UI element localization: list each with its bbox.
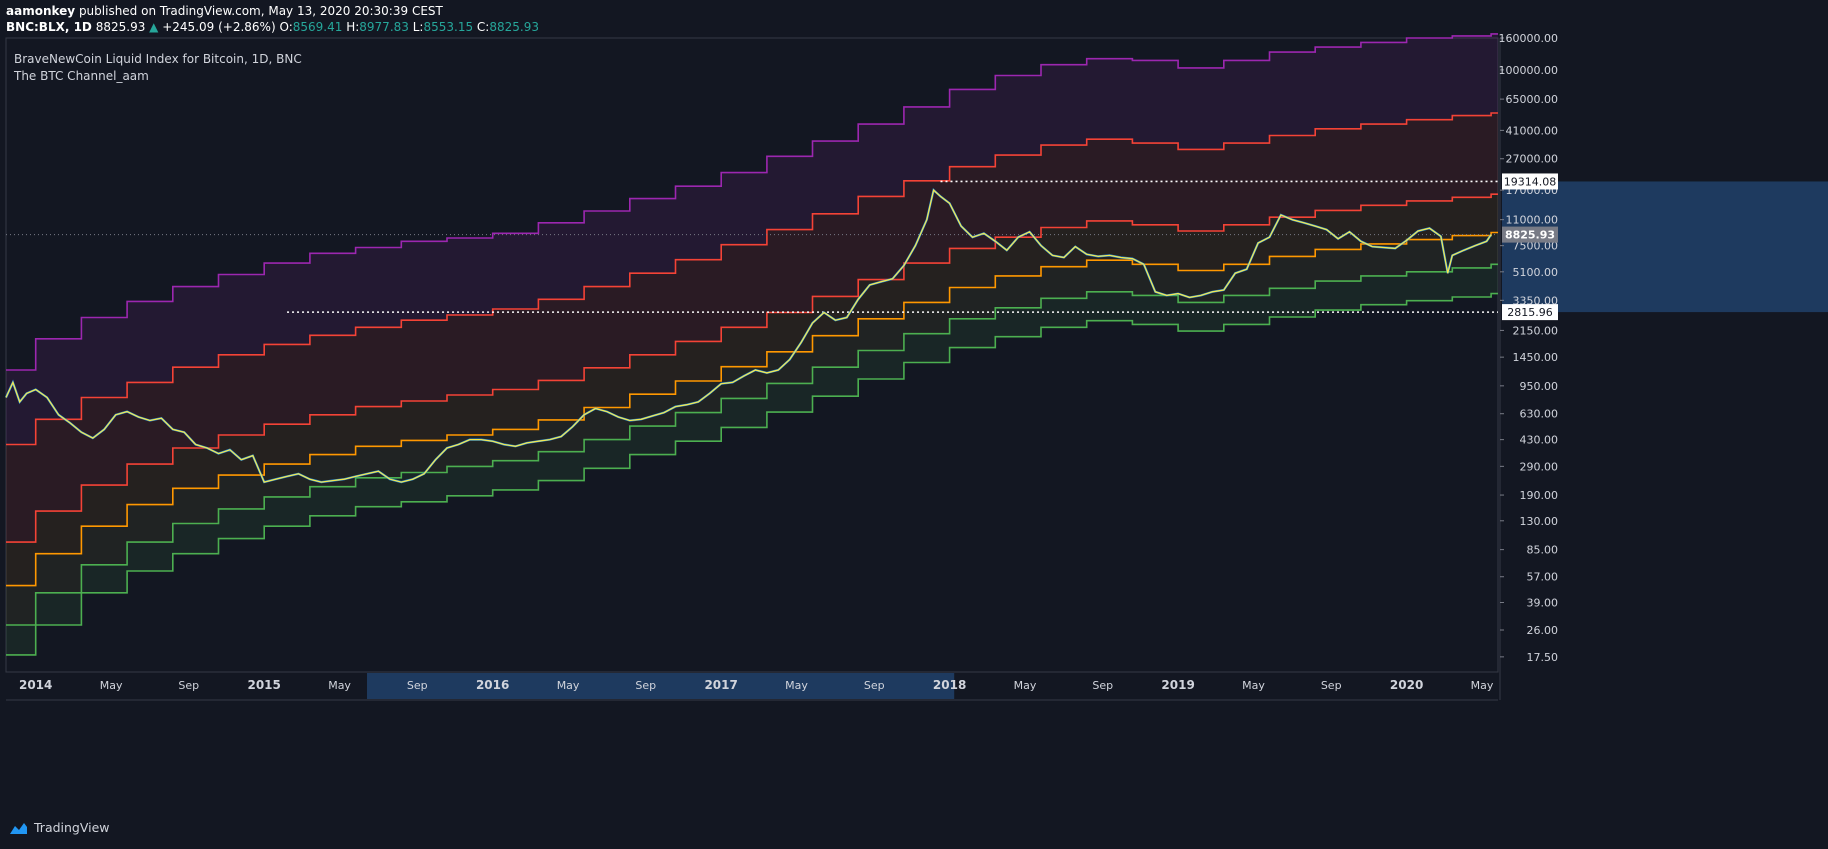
band-red-mid-line: [6, 193, 1498, 543]
high-value: 8977.83: [359, 20, 409, 34]
price-change: +245.09 (+2.86%): [162, 20, 276, 34]
y-tick-label: 11000.00: [1506, 214, 1559, 227]
y-tick-label: 5100.00: [1513, 266, 1559, 279]
price-label-text: 8825.93: [1505, 229, 1555, 242]
plot-area-border: [5, 37, 1499, 673]
open-value: 8569.41: [292, 20, 343, 34]
x-tick-label: May: [328, 679, 351, 692]
high-label: H:: [346, 20, 360, 34]
close-value: 8825.93: [489, 20, 539, 34]
band-red-top-line: [6, 112, 1498, 446]
last-price: 8825.93: [95, 20, 146, 34]
x-tick-label: May: [785, 679, 808, 692]
price-line: [5, 188, 1492, 483]
time-range-highlight: [367, 673, 955, 699]
x-tick-label: 2015: [247, 678, 280, 692]
y-tick-label: 27000.00: [1506, 153, 1559, 166]
y-tick-label: 3350.00: [1513, 294, 1559, 307]
ohlc-bar: BNC:BLX, 1D 8825.93 ▲ +245.09 (+2.86%) O…: [6, 20, 539, 34]
chart-legend: BraveNewCoin Liquid Index for Bitcoin, 1…: [14, 52, 302, 83]
band-green-top-line: [6, 263, 1498, 626]
brand-name: TradingView: [34, 820, 110, 835]
x-tick-label: May: [1242, 679, 1265, 692]
y-tick-label: 17.50: [1527, 651, 1559, 664]
author-name[interactable]: aamonkey: [6, 4, 76, 18]
y-tick-label: 190.00: [1520, 489, 1559, 502]
y-tick-label: 430.00: [1520, 434, 1559, 447]
y-tick-label: 950.00: [1520, 380, 1559, 393]
publish-text: published on TradingView.com, May 13, 20…: [78, 4, 443, 18]
tradingview-cloud-icon: [10, 822, 27, 834]
y-tick-label: 2150.00: [1513, 324, 1559, 337]
price-label-text: 2815.96: [1507, 306, 1553, 319]
price-range-highlight: [1502, 181, 1828, 313]
band-purple-top-line: [6, 33, 1498, 371]
x-tick-label: May: [1014, 679, 1037, 692]
x-tick-label: May: [100, 679, 123, 692]
x-tick-label: Sep: [1092, 679, 1113, 692]
x-tick-label: Sep: [1321, 679, 1342, 692]
x-tick-label: May: [1471, 679, 1494, 692]
price-label-box: [1502, 173, 1558, 190]
low-label: L:: [412, 20, 424, 34]
chart-title[interactable]: BraveNewCoin Liquid Index for Bitcoin, 1…: [14, 52, 302, 66]
fill-purple-zone: [6, 33, 1498, 445]
symbol-label[interactable]: BNC:BLX, 1D: [6, 20, 92, 34]
indicator-name[interactable]: The BTC Channel_aam: [14, 69, 149, 83]
x-tick-label: 2019: [1161, 678, 1194, 692]
x-tick-label: Sep: [178, 679, 199, 692]
footer-brand[interactable]: TradingView: [6, 820, 110, 835]
low-value: 8553.15: [423, 20, 474, 34]
price-label-text: 19314.08: [1504, 175, 1557, 188]
y-tick-label: 290.00: [1520, 460, 1559, 473]
x-tick-label: May: [557, 679, 580, 692]
open-label: O:: [279, 20, 293, 34]
y-tick-label: 26.00: [1527, 624, 1559, 637]
change-arrow-icon: ▲: [149, 20, 159, 34]
y-tick-label: 130.00: [1520, 515, 1559, 528]
close-label: C:: [476, 20, 490, 34]
x-tick-label: 2016: [476, 678, 509, 692]
y-tick-label: 100000.00: [1499, 64, 1559, 77]
y-tick-label: 57.00: [1527, 571, 1559, 584]
y-tick-label: 160000.00: [1499, 32, 1559, 45]
band-orange-line: [6, 231, 1498, 587]
x-tick-label: Sep: [407, 679, 428, 692]
x-tick-label: Sep: [864, 679, 885, 692]
price-label-box: [1502, 226, 1558, 243]
y-tick-label: 1450.00: [1513, 351, 1559, 364]
price-label-box: [1502, 304, 1558, 321]
x-tick-label: 2018: [933, 678, 966, 692]
fill-green-zone: [6, 264, 1498, 655]
x-tick-label: 2017: [704, 678, 737, 692]
y-tick-label: 39.00: [1527, 596, 1559, 609]
y-tick-label: 41000.00: [1506, 124, 1559, 137]
fill-yellow-zone: [6, 232, 1498, 625]
x-tick-label: Sep: [635, 679, 656, 692]
publish-info: aamonkey published on TradingView.com, M…: [6, 4, 443, 18]
y-tick-label: 630.00: [1520, 408, 1559, 421]
band-green-bottom-line: [6, 292, 1498, 656]
y-tick-label: 85.00: [1527, 544, 1559, 557]
x-tick-label: 2020: [1390, 678, 1423, 692]
x-tick-label: 2014: [19, 678, 52, 692]
y-tick-label: 65000.00: [1506, 93, 1559, 106]
y-tick-label: 7500.00: [1513, 240, 1559, 253]
